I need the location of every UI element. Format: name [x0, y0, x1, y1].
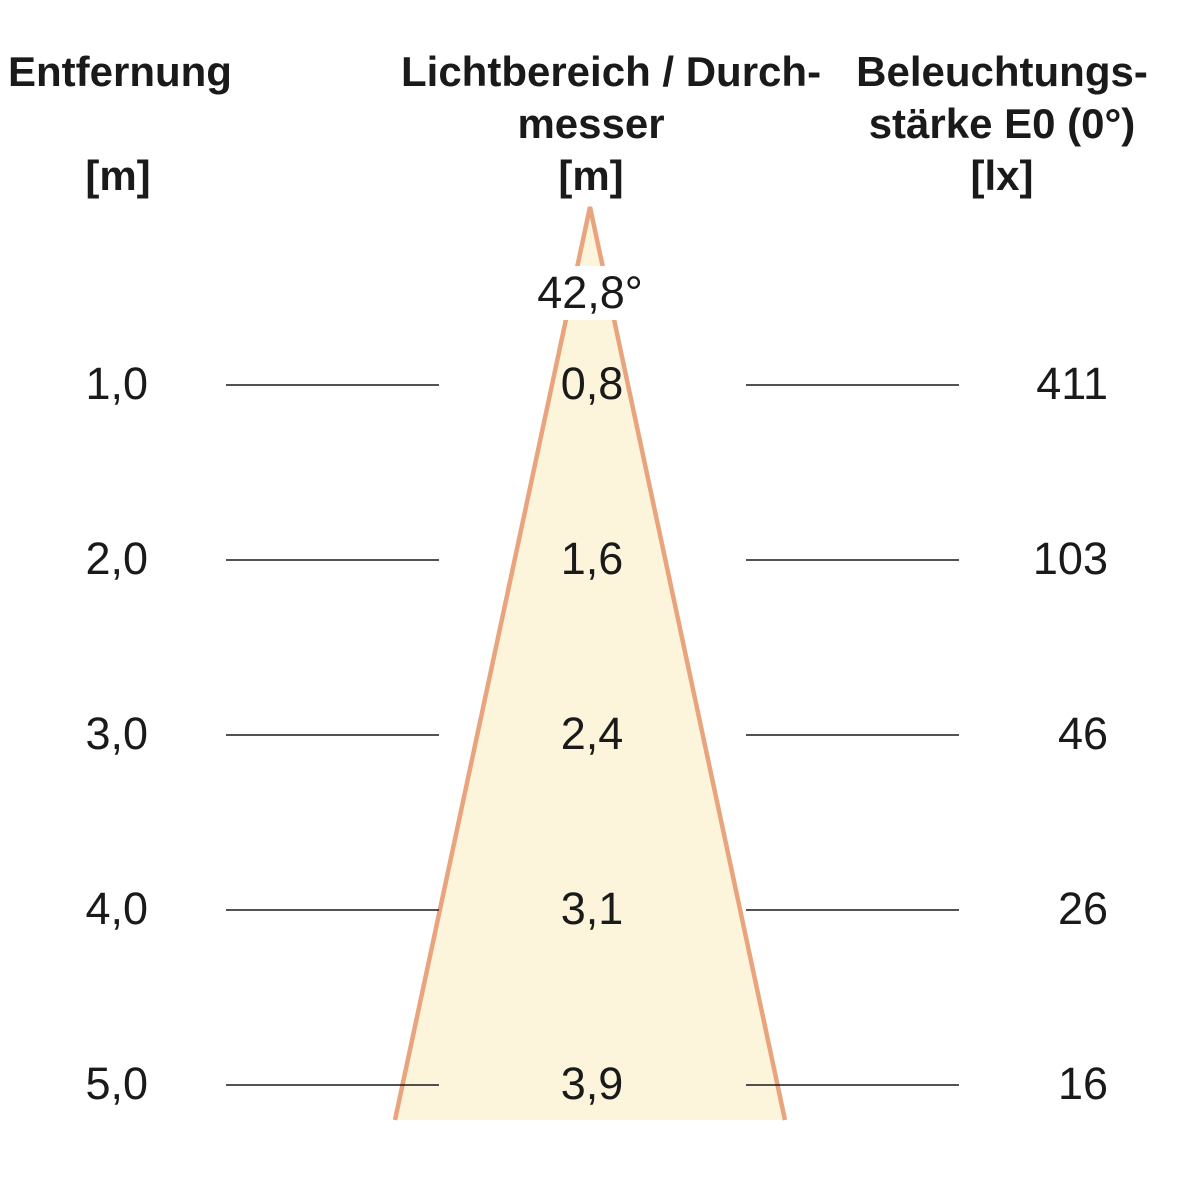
header-distance: Entfernung [m]	[8, 46, 232, 202]
header-illuminance-title-line1: Beleuchtungs-	[856, 48, 1148, 95]
diameter-value: 2,4	[560, 707, 624, 759]
illuminance-value: 46	[1057, 707, 1108, 759]
light-cone-outline	[392, 206, 788, 1121]
header-illuminance: Beleuchtungs- stärke E0 (0°) [lx]	[812, 46, 1182, 202]
beam-angle: 42,8°	[480, 266, 700, 320]
header-illuminance-unit: [lx]	[970, 152, 1034, 199]
distance-value: 5,0	[85, 1057, 148, 1109]
distance-value: 2,0	[85, 532, 148, 584]
diameter-value: 3,1	[560, 882, 624, 934]
diameter-value: 3,9	[560, 1057, 624, 1109]
diameter-value: 1,6	[560, 532, 624, 584]
header-illuminance-title-line2: stärke E0 (0°)	[868, 100, 1136, 147]
illuminance-value: 16	[1057, 1057, 1108, 1109]
diameter-value: 0,8	[560, 357, 624, 409]
illuminance-value: 411	[1036, 357, 1108, 409]
header-diameter-title-line2: messer	[517, 100, 665, 147]
header-diameter-title-line1: Lichtbereich / Durch-	[401, 48, 822, 95]
light-cone-fill	[395, 207, 785, 1120]
distance-value: 3,0	[85, 707, 148, 759]
header-distance-unit: [m]	[85, 152, 151, 199]
header-distance-spacer	[8, 98, 228, 150]
illuminance-value: 103	[1032, 532, 1108, 584]
header-diameter: Lichtbereich / Durch- messer [m]	[401, 46, 822, 202]
header-diameter-unit: [m]	[558, 152, 624, 199]
beam-angle-label: 42,8°	[523, 266, 657, 320]
illuminance-value: 26	[1057, 882, 1108, 934]
distance-value: 1,0	[85, 357, 148, 409]
distance-value: 4,0	[85, 882, 148, 934]
header-distance-title: Entfernung	[8, 48, 232, 95]
